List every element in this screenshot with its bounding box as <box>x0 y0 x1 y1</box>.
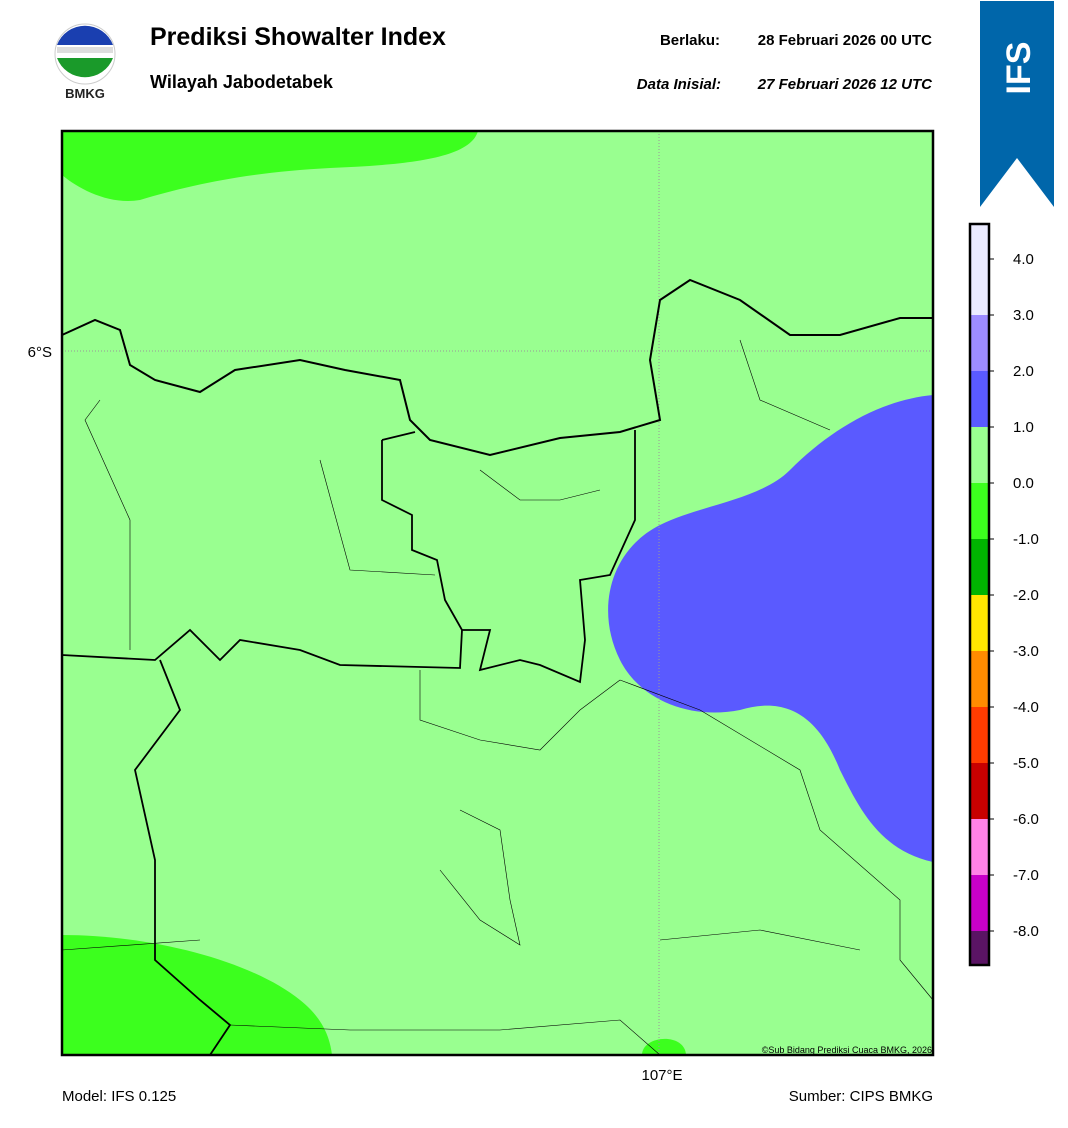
colorbar-tick-label: -2.0 <box>1013 587 1039 604</box>
colorbar-segment <box>970 427 989 483</box>
colorbar-tick-label: -4.0 <box>1013 699 1039 716</box>
subtitle: Wilayah Jabodetabek <box>150 72 334 92</box>
colorbar-tick-label: 0.0 <box>1013 475 1034 492</box>
lon-label: 107°E <box>641 1067 682 1084</box>
badge-text: IFS <box>1000 42 1038 95</box>
logo: BMKG <box>54 23 116 101</box>
title: Prediksi Showalter Index <box>150 23 446 51</box>
colorbar-segment <box>970 763 989 819</box>
colorbar-segment <box>970 315 989 371</box>
colorbar-segment <box>970 819 989 875</box>
colorbar-tick-label: 1.0 <box>1013 419 1034 436</box>
colorbar-tick-label: -3.0 <box>1013 643 1039 660</box>
field-green-southwest <box>62 935 332 1055</box>
map-frame <box>60 129 935 1057</box>
credit: ©Sub Bidang Prediksi Cuaca BMKG, 2026 <box>762 1045 932 1055</box>
badge <box>980 1 1054 207</box>
province-borders <box>61 430 636 1056</box>
logo-text: BMKG <box>65 86 105 101</box>
valid-label: Berlaku: <box>660 32 720 49</box>
init-time: 27 Februari 2026 12 UTC <box>757 76 933 93</box>
colorbar-tick-label: -1.0 <box>1013 531 1039 548</box>
colorbar-tick-label: 4.0 <box>1013 251 1034 268</box>
lat-label: 6°S <box>28 344 52 361</box>
coastline <box>61 278 933 457</box>
colorbar-segment <box>970 539 989 595</box>
colorbar-segment <box>970 224 989 315</box>
field-green-south <box>642 1038 686 1055</box>
valid-time: 28 Februari 2026 00 UTC <box>758 32 932 49</box>
colorbar-tick-label: -8.0 <box>1013 923 1039 940</box>
colorbar: 4.0 3.0 2.0 1.0 0.0 -1.0 -2.0 -3.0 -4.0 -5.0 -6.0 -… <box>968 222 1039 967</box>
field-blue-east <box>608 395 933 862</box>
model-text: Model: IFS 0.125 <box>62 1088 176 1105</box>
colorbar-tick-label: -6.0 <box>1013 811 1039 828</box>
init-label: Data Inisial: <box>637 76 721 93</box>
source-text: Sumber: CIPS BMKG <box>789 1088 933 1105</box>
colorbar-segment <box>970 651 989 707</box>
logo-mid <box>57 47 113 53</box>
colorbar-segment <box>970 483 989 539</box>
map: 6°S 107°E ©Sub Bidang Prediksi Cuaca BMK… <box>28 129 935 1084</box>
field-green-north <box>62 131 478 201</box>
colorbar-tick-label: -7.0 <box>1013 867 1039 884</box>
colorbar-segment <box>970 707 989 763</box>
colorbar-tick-label: 3.0 <box>1013 307 1034 324</box>
logo-top <box>57 25 113 45</box>
colorbar-segment <box>970 371 989 427</box>
logo-bottom <box>57 58 113 78</box>
colorbar-segment <box>970 595 989 651</box>
colorbar-segment <box>970 875 989 931</box>
regency-borders <box>61 339 934 1056</box>
colorbar-tick-label: -5.0 <box>1013 755 1039 772</box>
colorbar-tick-label: 2.0 <box>1013 363 1034 380</box>
colorbar-segment <box>970 931 989 965</box>
